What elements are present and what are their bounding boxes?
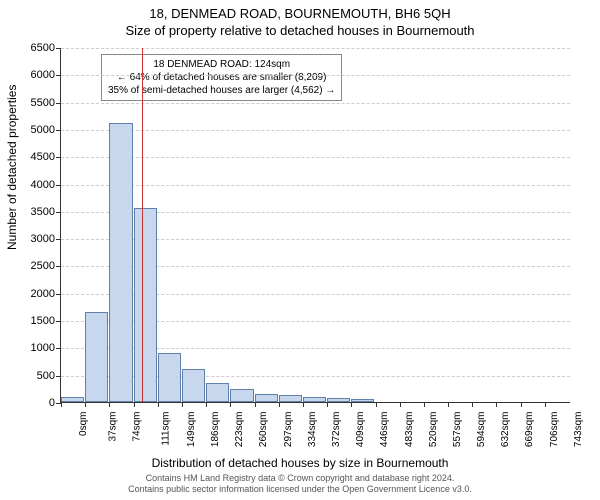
y-tick-label: 2000	[31, 288, 55, 300]
x-tick-mark	[424, 402, 425, 407]
grid-line	[61, 75, 570, 76]
x-tick-label: 743sqm	[573, 412, 584, 448]
x-tick-mark	[521, 402, 522, 407]
histogram-bar	[255, 394, 278, 402]
y-tick-mark	[56, 157, 61, 158]
histogram-bar	[109, 123, 132, 402]
x-tick-label: 706sqm	[549, 412, 560, 448]
x-tick-mark	[279, 402, 280, 407]
y-tick-label: 5000	[31, 124, 55, 136]
grid-line	[61, 157, 570, 158]
histogram-bar	[206, 383, 229, 402]
x-tick-label: 520sqm	[428, 412, 439, 448]
y-tick-label: 500	[37, 370, 55, 382]
y-tick-label: 4000	[31, 179, 55, 191]
x-tick-mark	[182, 402, 183, 407]
histogram-bar	[158, 353, 181, 402]
y-tick-label: 3000	[31, 233, 55, 245]
x-tick-mark	[134, 402, 135, 407]
x-tick-mark	[303, 402, 304, 407]
histogram-bar	[327, 398, 350, 402]
y-tick-mark	[56, 48, 61, 49]
y-tick-mark	[56, 239, 61, 240]
annotation-box: 18 DENMEAD ROAD: 124sqm ← 64% of detache…	[101, 54, 342, 101]
x-tick-mark	[496, 402, 497, 407]
histogram-bar	[134, 208, 157, 402]
x-tick-mark	[472, 402, 473, 407]
x-axis-label: Distribution of detached houses by size …	[0, 456, 600, 470]
x-tick-mark	[327, 402, 328, 407]
y-tick-mark	[56, 376, 61, 377]
y-tick-label: 4500	[31, 151, 55, 163]
x-tick-label: 111sqm	[160, 412, 171, 446]
x-tick-mark	[158, 402, 159, 407]
y-tick-mark	[56, 130, 61, 131]
histogram-chart: 18 DENMEAD ROAD: 124sqm ← 64% of detache…	[60, 48, 570, 403]
x-tick-label: 483sqm	[404, 412, 415, 448]
x-tick-mark	[85, 402, 86, 407]
x-tick-mark	[351, 402, 352, 407]
y-tick-label: 5500	[31, 97, 55, 109]
y-tick-mark	[56, 321, 61, 322]
y-tick-label: 2500	[31, 260, 55, 272]
address-title: 18, DENMEAD ROAD, BOURNEMOUTH, BH6 5QH	[0, 0, 600, 21]
y-tick-label: 0	[49, 397, 55, 409]
x-tick-mark	[400, 402, 401, 407]
attribution-text: Contains HM Land Registry data © Crown c…	[0, 473, 600, 496]
x-tick-mark	[61, 402, 62, 407]
y-tick-label: 3500	[31, 206, 55, 218]
x-tick-label: 334sqm	[307, 412, 318, 448]
x-tick-label: 37sqm	[108, 412, 119, 442]
x-tick-label: 186sqm	[210, 412, 221, 448]
grid-line	[61, 103, 570, 104]
x-tick-label: 372sqm	[331, 412, 342, 448]
x-tick-mark	[376, 402, 377, 407]
x-tick-label: 594sqm	[476, 412, 487, 448]
x-tick-label: 149sqm	[186, 412, 197, 448]
y-tick-label: 1000	[31, 342, 55, 354]
y-tick-mark	[56, 266, 61, 267]
histogram-bar	[279, 395, 302, 402]
y-tick-label: 1500	[31, 315, 55, 327]
y-tick-label: 6500	[31, 42, 55, 54]
x-tick-label: 223sqm	[234, 412, 245, 448]
x-tick-label: 409sqm	[355, 412, 366, 448]
x-tick-mark	[206, 402, 207, 407]
x-tick-label: 0sqm	[78, 412, 89, 436]
y-tick-mark	[56, 212, 61, 213]
attribution-line2: Contains public sector information licen…	[0, 484, 600, 496]
x-tick-mark	[255, 402, 256, 407]
x-tick-mark	[448, 402, 449, 407]
x-tick-label: 260sqm	[258, 412, 269, 448]
x-tick-label: 446sqm	[379, 412, 390, 448]
y-tick-mark	[56, 348, 61, 349]
histogram-bar	[303, 397, 326, 402]
reference-line	[142, 48, 143, 402]
histogram-bar	[230, 389, 253, 402]
chart-subtitle: Size of property relative to detached ho…	[0, 21, 600, 38]
y-tick-mark	[56, 185, 61, 186]
x-tick-label: 74sqm	[132, 412, 143, 442]
y-tick-mark	[56, 75, 61, 76]
x-tick-label: 557sqm	[452, 412, 463, 448]
x-tick-label: 297sqm	[283, 412, 294, 448]
x-tick-label: 669sqm	[525, 412, 536, 448]
attribution-line1: Contains HM Land Registry data © Crown c…	[0, 473, 600, 485]
x-tick-mark	[230, 402, 231, 407]
histogram-bar	[351, 399, 374, 402]
histogram-bar	[182, 369, 205, 402]
x-tick-mark	[545, 402, 546, 407]
histogram-bar	[61, 397, 84, 402]
histogram-bar	[85, 312, 108, 402]
grid-line	[61, 130, 570, 131]
x-tick-mark	[109, 402, 110, 407]
y-tick-label: 6000	[31, 69, 55, 81]
grid-line	[61, 48, 570, 49]
x-tick-label: 632sqm	[500, 412, 511, 448]
grid-line	[61, 185, 570, 186]
y-tick-mark	[56, 103, 61, 104]
y-axis-label: Number of detached properties	[5, 85, 19, 250]
y-tick-mark	[56, 294, 61, 295]
